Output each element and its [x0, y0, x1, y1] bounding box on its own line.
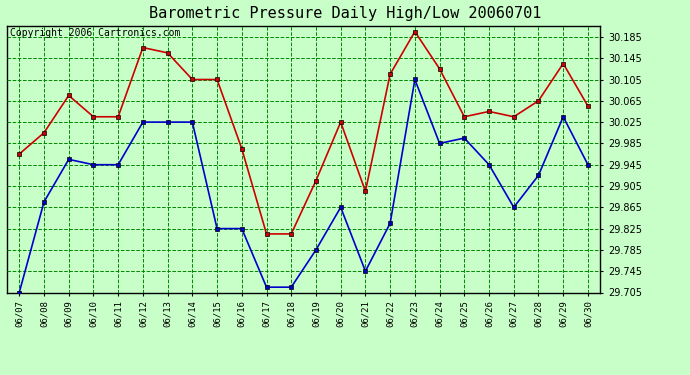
Text: Copyright 2006 Cartronics.com: Copyright 2006 Cartronics.com [10, 28, 180, 38]
Text: Barometric Pressure Daily High/Low 20060701: Barometric Pressure Daily High/Low 20060… [149, 6, 541, 21]
